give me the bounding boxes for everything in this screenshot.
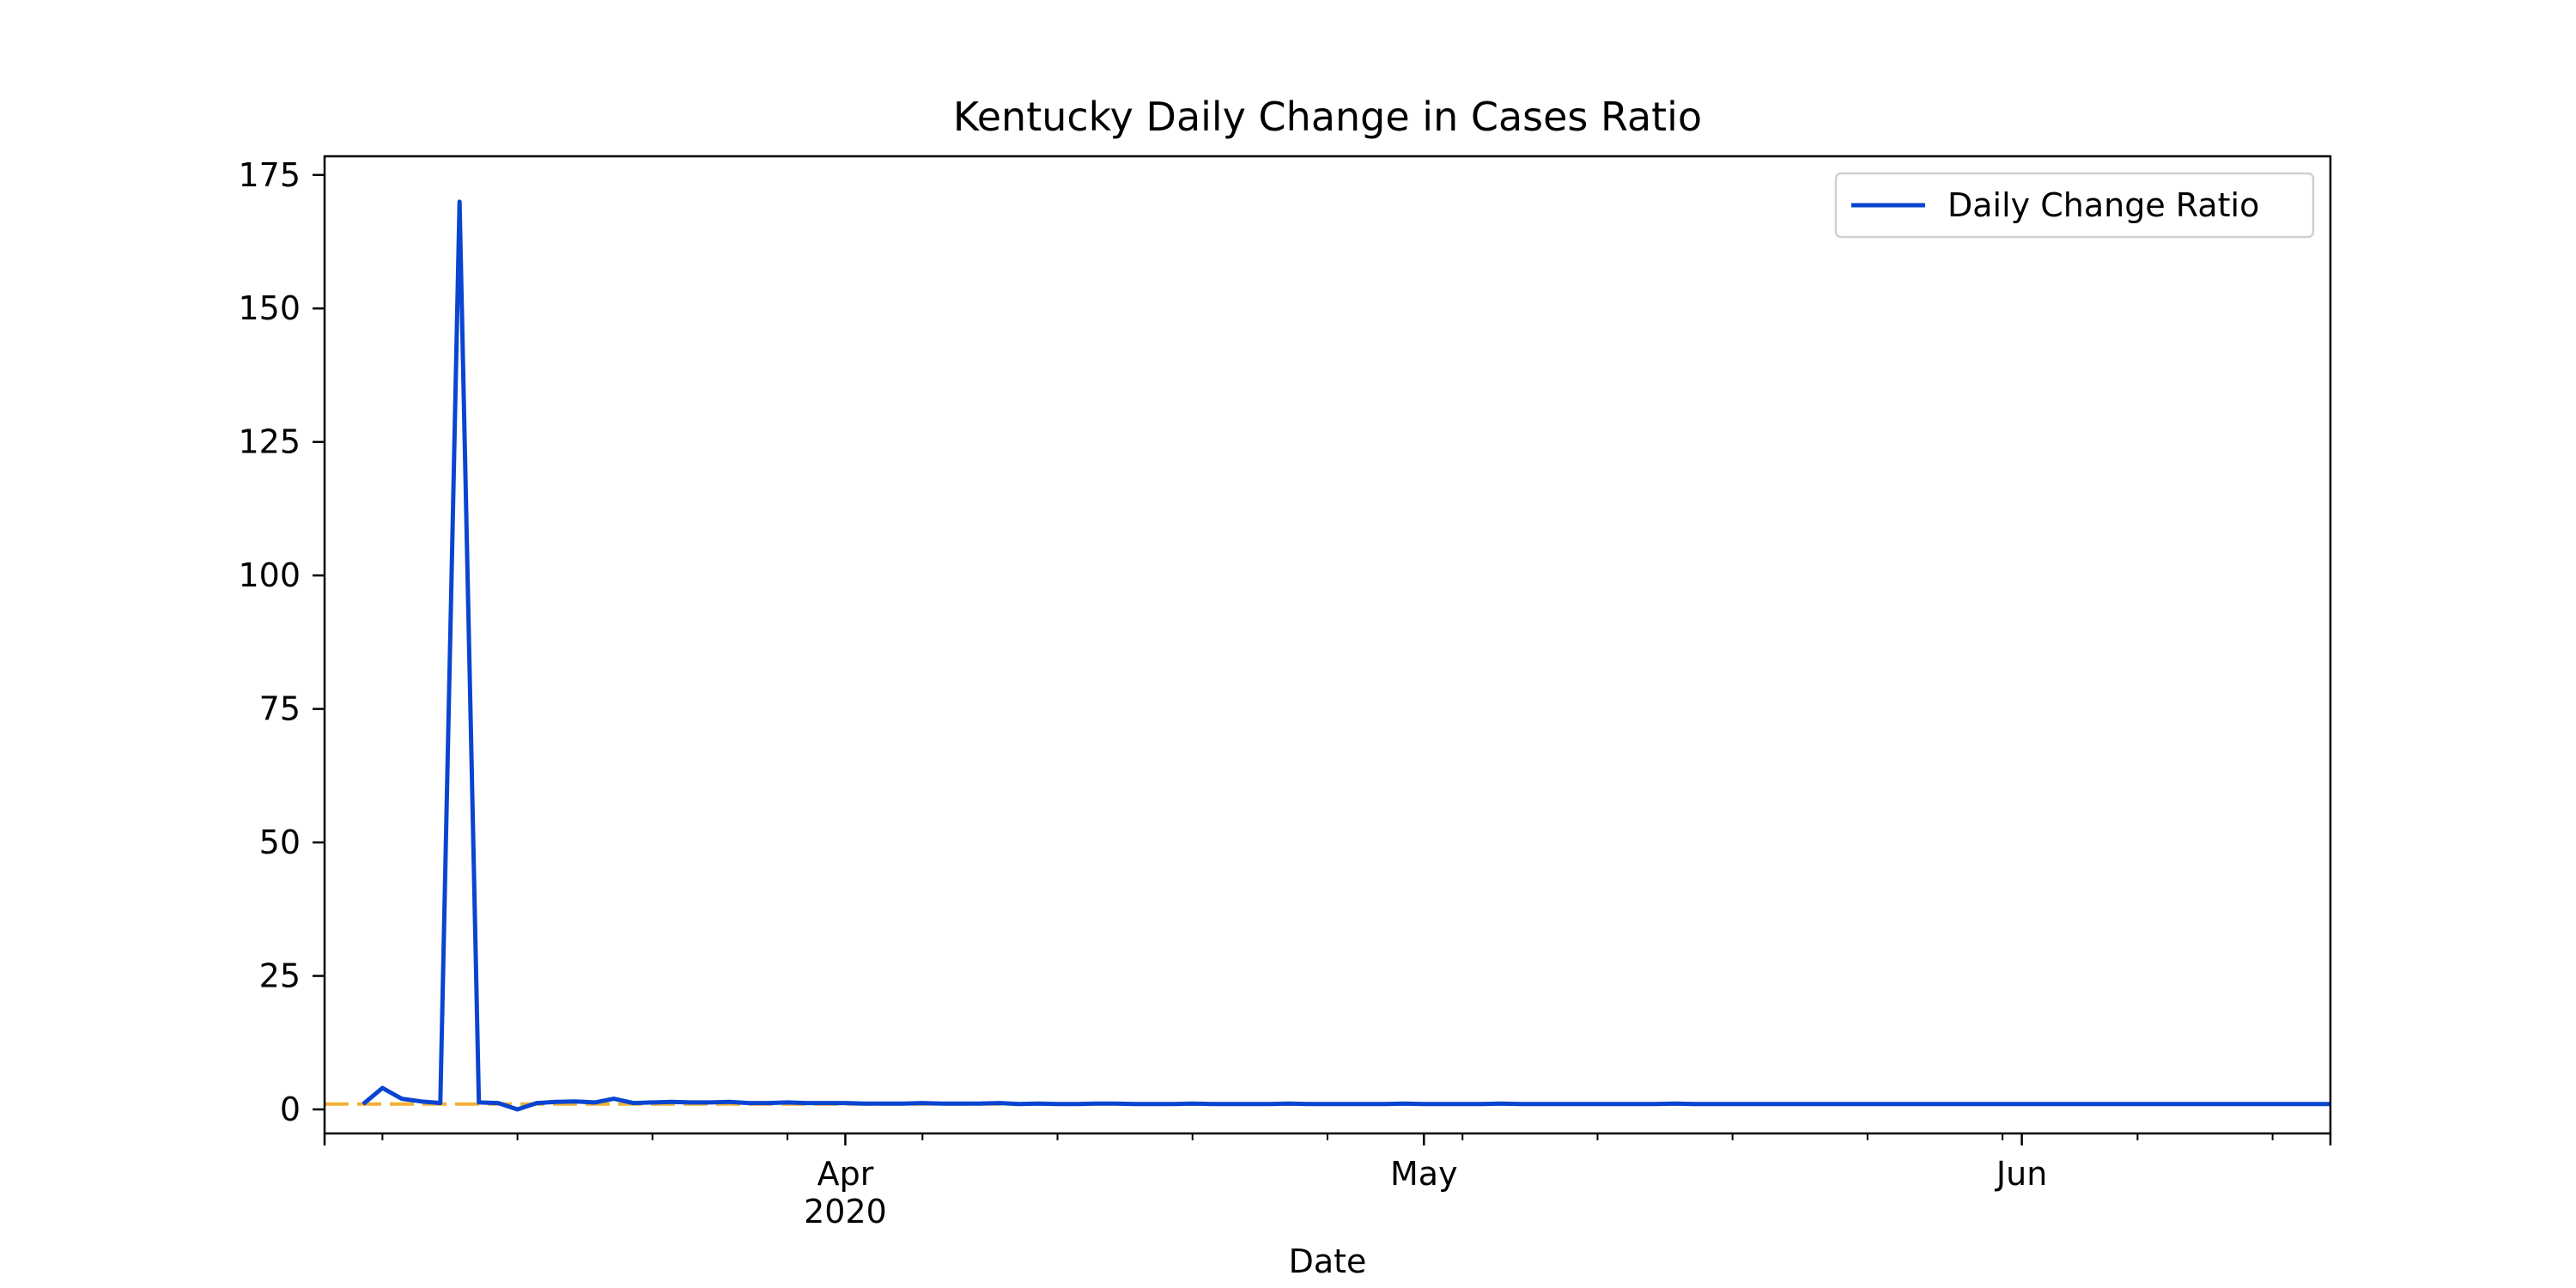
chart-title: Kentucky Daily Change in Cases Ratio (953, 94, 1702, 140)
legend-label: Daily Change Ratio (1947, 186, 2259, 224)
y-tick-label: 150 (238, 289, 301, 327)
y-tick-label: 25 (259, 957, 301, 995)
x-axis-label: Date (1289, 1242, 1367, 1280)
y-tick-label: 125 (238, 423, 301, 461)
x-tick-sublabel: 2020 (804, 1193, 887, 1230)
x-tick-label: Jun (1995, 1155, 2047, 1193)
y-tick-label: 175 (238, 156, 301, 194)
x-tick-label: Apr (817, 1155, 874, 1193)
y-tick-label: 50 (259, 823, 301, 861)
plot-frame (323, 155, 2332, 1135)
x-tick-label: May (1390, 1155, 1458, 1193)
y-tick-label: 100 (238, 556, 301, 594)
y-tick-label: 0 (280, 1091, 301, 1128)
legend-box (1834, 172, 2315, 239)
series-line-0 (361, 199, 2330, 1112)
y-tick-label: 75 (259, 690, 301, 728)
